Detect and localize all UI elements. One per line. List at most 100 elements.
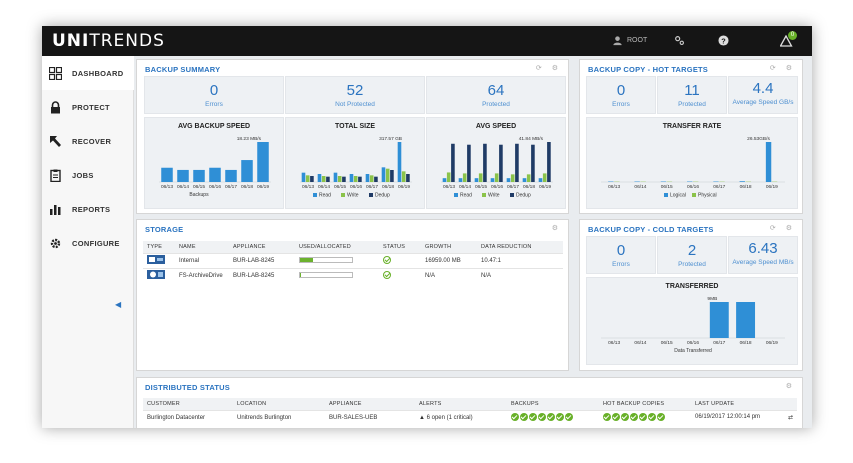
x-tick-label: 06/14 [634,184,646,190]
nav-protect[interactable]: PROTECT [42,90,134,124]
panel-tools[interactable]: ⟳ ⚙ [769,225,796,232]
refresh-icon[interactable]: ⇄ [787,415,793,422]
check-icon [538,412,546,421]
chart-bar [442,178,447,182]
panel-tools[interactable]: ⟳ ⚙ [769,65,796,72]
chart-bar [478,173,483,182]
status-cell [379,252,421,268]
stat-value: 11 [684,82,700,99]
table-row[interactable]: Burlington Datacenter Unitrends Burlingt… [143,409,797,425]
clipboard-icon [50,169,61,182]
cold-errors-stat[interactable]: 0 Errors [586,236,656,274]
stat-value: 2 [687,242,697,259]
x-tick-label: 06/17 [713,184,725,190]
chart-bar [401,171,406,182]
alerts-cell[interactable]: ▲ 6 open (1 critical) [415,409,507,425]
help-icon[interactable]: ? [718,35,729,46]
sidebar: DASHBOARD PROTECT RECOVER JOBS REPORTS C… [42,56,134,428]
collapse-sidebar-icon[interactable]: ◀ [115,300,122,309]
nav-recover[interactable]: RECOVER [42,124,134,158]
check-icon [547,412,555,421]
peak-value-label: 317.57 GB [379,136,402,142]
recover-arrow-icon [50,135,61,147]
backups-cell [507,409,599,425]
nav-configure[interactable]: CONFIGURE [42,226,134,260]
transfer-rate-chart: TRANSFER RATE 06/13 06/14 06/15 06/16 06/17 0… [586,117,798,209]
protected-stat[interactable]: 64 Protected [426,76,566,114]
panel-tools[interactable]: ⚙ [551,225,562,232]
check-icon [621,412,629,421]
legend-swatch [369,193,373,197]
hot-protected-stat[interactable]: 11 Protected [657,76,727,114]
alerts-button[interactable]: 0 [779,31,797,52]
usage-bar [299,257,353,264]
nav-reports[interactable]: REPORTS [42,192,134,226]
nav-jobs[interactable]: JOBS [42,158,134,192]
panel-tools[interactable]: ⟳ ⚙ [535,65,562,72]
chart-bar [462,173,467,182]
column-header: LOCATION [237,400,267,407]
not-protected-stat[interactable]: 52 Not Protected [285,76,425,114]
column-header: DATA REDUCTION [481,243,532,250]
panel-title: DISTRIBUTED STATUS [145,383,230,392]
storage-name-link[interactable]: FS-ArchiveDrive [175,267,229,283]
user-icon [613,36,622,46]
stat-value: 0 [616,242,626,259]
stat-value: 6.43 [748,240,778,257]
storage-name-link[interactable]: Internal [175,252,229,268]
errors-stat[interactable]: 0 Errors [144,76,284,114]
column-header: NAME [179,243,196,250]
user-menu[interactable]: ROOT [612,35,647,46]
chart-bar [739,181,745,182]
table-row[interactable]: Internal BUR-LAB-8245 16959.00 MB 10.47:… [143,252,563,268]
chart-bar [490,178,495,182]
chart-bar [209,167,221,182]
nav-label: REPORTS [72,204,111,214]
cold-targets-panel: BACKUP COPY - COLD TARGETS ⟳ ⚙ 0 Errors … [579,219,803,371]
settings-icon[interactable] [674,35,685,46]
check-icon [630,412,638,421]
chart-bar [538,178,543,182]
x-tick-label: 06/18 [523,184,535,190]
check-icon [511,412,519,421]
chart-title: AVG BACKUP SPEED [177,123,251,130]
cold-protected-stat[interactable]: 2 Protected [657,236,727,274]
app-window: UNITRENDS ROOT ? 0 DASHBOARD PROTECT REC… [42,26,812,428]
ok-status-icon [383,270,391,279]
stat-label: Average Speed GB/s [732,99,794,106]
x-axis-label: Data Transferred [674,348,712,354]
transferred-chart: TRANSFERRED 06/13 06/14 06/15 06/16 06/17 06/… [586,277,798,365]
x-tick-label: 06/18 [740,340,752,346]
appliance-link[interactable]: BUR-SALES-UEB [325,409,415,425]
chart-bar [736,302,756,338]
column-header: STATUS [383,243,406,250]
status-cell [379,267,421,283]
stat-label: Not Protected [335,101,375,108]
hot-speed-stat[interactable]: 4.4 Average Speed GB/s [728,76,798,114]
table-row[interactable]: FS-ArchiveDrive BUR-LAB-8245 N/A N/A [143,267,563,283]
x-tick-label: 06/16 [687,340,699,346]
panel-tools[interactable]: ⚙ [785,383,796,390]
column-header: HOT BACKUP COPIES [603,400,665,407]
chart-bar [510,174,515,182]
chart-title: TRANSFERRED [665,283,719,290]
check-icon [612,412,620,421]
avg-speed-chart: AVG SPEED 06/13 06/14 06/15 06/16 06/17 06/18… [426,117,566,209]
stat-label: Protected [678,101,706,108]
nav-label: DASHBOARD [72,68,124,78]
hot-errors-stat[interactable]: 0 Errors [586,76,656,114]
nav-dashboard[interactable]: DASHBOARD [42,56,134,90]
chart-bar [506,178,511,182]
x-tick-label: 06/18 [241,184,253,190]
avg-backup-speed-chart: AVG BACKUP SPEED 06/13 06/14 06/15 06/16 06/… [144,117,284,209]
check-icon [657,412,665,421]
nav-label: CONFIGURE [72,238,120,248]
cold-speed-stat[interactable]: 6.43 Average Speed MB/s [728,236,798,274]
column-header: LAST UPDATE [695,400,735,407]
x-tick-label: 06/17 [507,184,519,190]
storage-table: TYPE NAME APPLIANCE USED/ALLOCATED STATU… [143,241,563,283]
last-update-cell: 06/19/2017 12:00:14 pm ⇄ [691,409,797,425]
chart-bar [522,178,527,182]
hot-copies-cell [599,409,691,425]
chart-plot: 06/13 06/14 06/15 06/16 06/17 06/18 06/19 41.84… [441,136,553,199]
